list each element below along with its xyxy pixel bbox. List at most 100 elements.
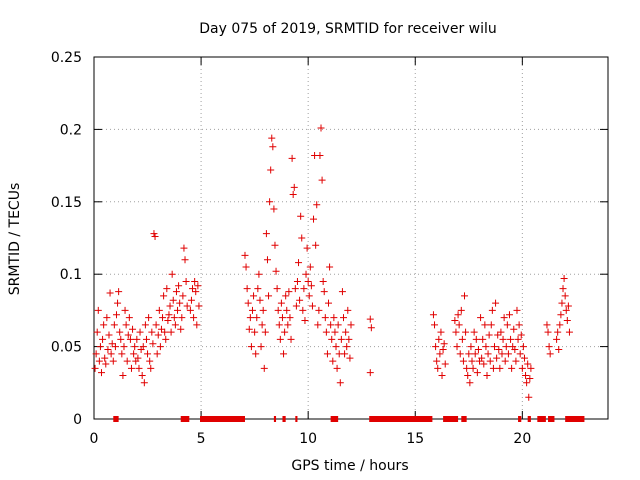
data-point bbox=[300, 285, 308, 293]
data-point bbox=[511, 345, 519, 353]
data-point bbox=[497, 328, 505, 336]
data-point bbox=[304, 277, 312, 285]
data-point bbox=[99, 335, 107, 343]
data-point bbox=[429, 311, 437, 319]
data-point bbox=[274, 306, 282, 314]
x-tick-label: 5 bbox=[197, 431, 206, 447]
data-point bbox=[340, 314, 348, 322]
data-point bbox=[495, 345, 503, 353]
data-point bbox=[466, 379, 474, 387]
x-tick-labels: 0 5 10 15 20 bbox=[90, 431, 532, 447]
data-point bbox=[272, 267, 280, 275]
data-point bbox=[480, 360, 488, 368]
data-point bbox=[545, 343, 553, 351]
data-point bbox=[527, 364, 535, 372]
data-point bbox=[302, 270, 310, 278]
data-point bbox=[265, 292, 273, 300]
data-point bbox=[148, 328, 156, 336]
data-point bbox=[108, 340, 116, 348]
data-point bbox=[186, 306, 194, 314]
data-point bbox=[168, 270, 176, 278]
data-point bbox=[518, 364, 526, 372]
data-point bbox=[252, 350, 260, 358]
data-point bbox=[498, 350, 506, 358]
data-point bbox=[191, 277, 199, 285]
data-point bbox=[338, 288, 346, 296]
data-point bbox=[165, 311, 173, 319]
data-point bbox=[342, 328, 350, 336]
data-point bbox=[327, 321, 335, 329]
data-point bbox=[505, 311, 513, 319]
data-point bbox=[254, 285, 262, 293]
data-point bbox=[336, 379, 344, 387]
data-point bbox=[337, 335, 345, 343]
data-point bbox=[262, 230, 270, 238]
data-point bbox=[258, 321, 266, 329]
data-point bbox=[261, 328, 269, 336]
data-point bbox=[437, 328, 445, 336]
data-point bbox=[253, 314, 261, 322]
data-point bbox=[546, 350, 554, 358]
data-point bbox=[156, 343, 164, 351]
data-point bbox=[323, 350, 331, 358]
data-point bbox=[367, 324, 375, 332]
data-point bbox=[452, 328, 460, 336]
data-point bbox=[291, 285, 299, 293]
plot-frame bbox=[93, 56, 609, 420]
data-point bbox=[556, 321, 564, 329]
data-point bbox=[471, 350, 479, 358]
data-point bbox=[266, 198, 274, 206]
data-point bbox=[477, 314, 485, 322]
data-point bbox=[561, 292, 569, 300]
data-point bbox=[453, 343, 461, 351]
data-point bbox=[520, 354, 528, 362]
y-tick-label: 0.15 bbox=[51, 195, 82, 211]
data-point bbox=[177, 325, 185, 333]
y-axis-title: SRMTID / TECUs bbox=[7, 183, 23, 296]
y-tick-labels: 0 0.05 0.1 0.15 0.2 0.25 bbox=[51, 50, 82, 428]
data-point bbox=[127, 364, 135, 372]
data-point bbox=[308, 302, 316, 310]
data-point bbox=[431, 321, 439, 329]
data-point bbox=[346, 354, 354, 362]
data-point bbox=[502, 343, 510, 351]
zero-level-marker bbox=[200, 416, 245, 422]
zero-level-markers bbox=[113, 416, 585, 422]
data-point bbox=[284, 321, 292, 329]
data-point bbox=[496, 364, 504, 372]
x-tick-label: 15 bbox=[406, 431, 424, 447]
data-point bbox=[183, 302, 191, 310]
data-point bbox=[481, 321, 489, 329]
data-point bbox=[328, 335, 336, 343]
data-point bbox=[189, 285, 197, 293]
data-point bbox=[343, 343, 351, 351]
data-point bbox=[151, 233, 159, 241]
data-point bbox=[282, 292, 290, 300]
data-point bbox=[470, 328, 478, 336]
data-point bbox=[172, 288, 180, 296]
data-point bbox=[562, 306, 570, 314]
data-point bbox=[270, 205, 278, 213]
data-point bbox=[169, 296, 177, 304]
data-point bbox=[517, 331, 525, 339]
data-point bbox=[560, 275, 568, 283]
data-point bbox=[285, 288, 293, 296]
data-point bbox=[162, 335, 170, 343]
data-point bbox=[170, 314, 178, 322]
data-point bbox=[330, 314, 338, 322]
zero-level-marker bbox=[548, 416, 555, 422]
data-point bbox=[303, 244, 311, 252]
data-point bbox=[146, 357, 154, 365]
data-point bbox=[174, 306, 182, 314]
data-point bbox=[483, 372, 491, 380]
data-point bbox=[436, 350, 444, 358]
data-point bbox=[564, 302, 572, 310]
data-point bbox=[243, 285, 251, 293]
data-point bbox=[435, 335, 443, 343]
data-point bbox=[314, 321, 322, 329]
y-tick-label: 0.05 bbox=[51, 340, 82, 356]
data-point bbox=[432, 343, 440, 351]
data-point bbox=[259, 306, 267, 314]
